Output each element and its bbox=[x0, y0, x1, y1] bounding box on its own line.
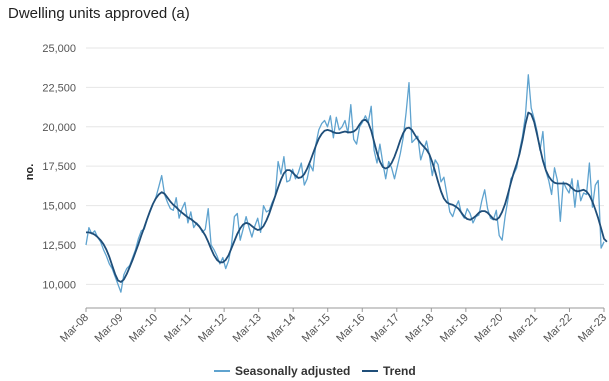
x-tick-label: Mar-13 bbox=[231, 312, 264, 345]
x-tick-label: Mar-09 bbox=[93, 312, 126, 345]
y-tick-label: 17,500 bbox=[42, 161, 76, 173]
chart-title: Dwelling units approved (a) bbox=[8, 5, 190, 22]
x-tick-label: Mar-08 bbox=[58, 312, 91, 345]
legend-label-seasonally-adjusted: Seasonally adjusted bbox=[235, 364, 350, 378]
y-tick-label: 12,500 bbox=[42, 240, 76, 252]
series-lines bbox=[85, 74, 608, 293]
x-tick-label: Mar-10 bbox=[127, 312, 160, 345]
x-tick-label: Mar-11 bbox=[162, 312, 195, 345]
y-tick-label: 22,500 bbox=[42, 82, 76, 94]
y-tick-label: 10,000 bbox=[42, 279, 76, 291]
y-tick-labels: 10,000 12,500 15,000 17,500 20,000 22,500 25,0… bbox=[42, 43, 76, 291]
series-line-seasonally-adjusted bbox=[85, 74, 605, 293]
y-tick-label: 20,000 bbox=[42, 122, 76, 134]
x-tick-label: Mar-15 bbox=[300, 312, 333, 345]
x-tick-label: Mar-12 bbox=[196, 312, 229, 345]
x-tick-label: Mar-23 bbox=[576, 312, 609, 345]
y-tick-label: 25,000 bbox=[42, 43, 76, 55]
x-tick-label: Mar-17 bbox=[369, 312, 402, 345]
x-tick-label: Mar-16 bbox=[334, 312, 367, 345]
x-tick-label: Mar-14 bbox=[265, 312, 298, 345]
y-tick-label: 15,000 bbox=[42, 201, 76, 213]
x-tick-labels: Mar-08 Mar-09 Mar-10 Mar-11 Mar-12 Mar-13 Mar-… bbox=[58, 308, 609, 345]
series-line-trend bbox=[86, 111, 608, 283]
grid-lines bbox=[86, 47, 604, 309]
legend-label-trend: Trend bbox=[383, 364, 416, 378]
x-tick-label: Mar-21 bbox=[507, 312, 540, 345]
y-axis-label: no. bbox=[24, 164, 36, 181]
x-tick-label: Mar-19 bbox=[438, 312, 471, 345]
x-tick-label: Mar-22 bbox=[541, 312, 574, 345]
x-tick-label: Mar-18 bbox=[403, 312, 436, 345]
legend: Seasonally adjusted Trend bbox=[214, 364, 416, 378]
x-tick-label: Mar-20 bbox=[472, 312, 505, 345]
